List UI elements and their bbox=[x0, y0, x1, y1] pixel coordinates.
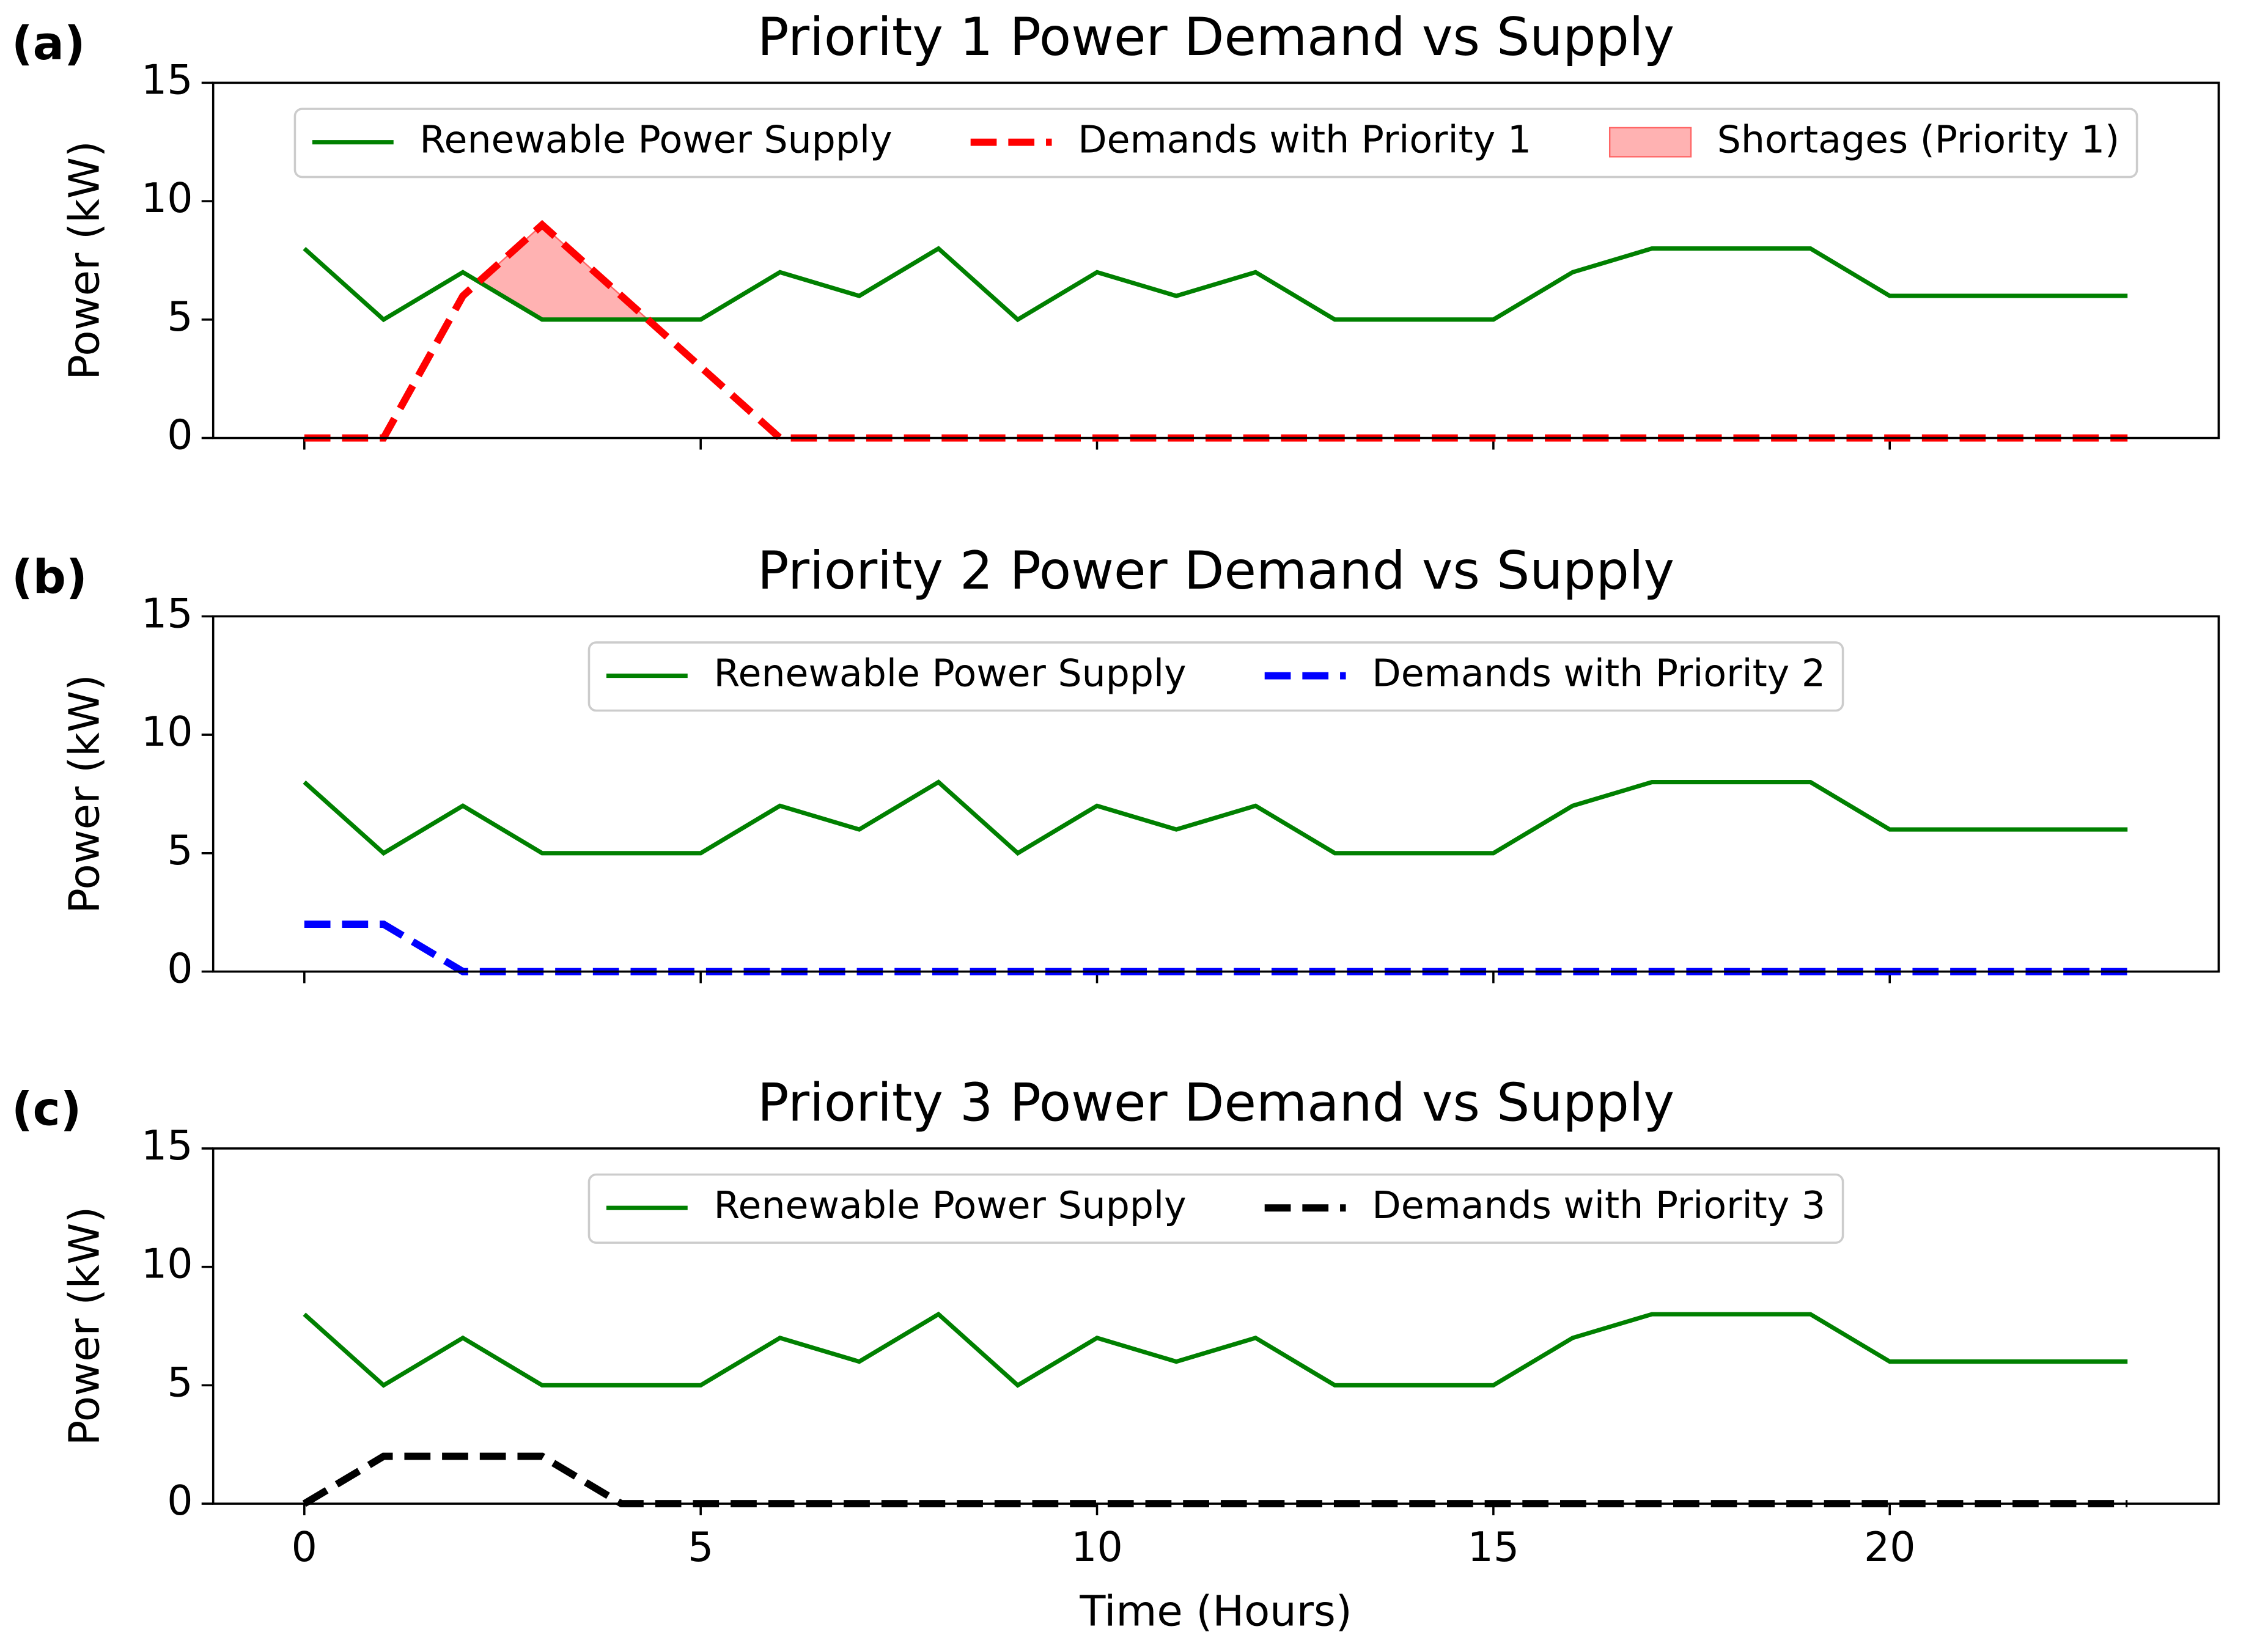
x-tick-label: 10 bbox=[1071, 1523, 1123, 1571]
chart-title: Priority 3 Power Demand vs Supply bbox=[757, 1073, 1674, 1134]
plot-frame bbox=[212, 615, 2220, 973]
plot-frame bbox=[212, 1147, 2220, 1505]
series-line bbox=[304, 219, 2128, 442]
panel-label: (c) bbox=[12, 1082, 81, 1136]
series-line bbox=[303, 246, 2128, 323]
legend: Renewable Power Supply Demands with Prior… bbox=[587, 1173, 1844, 1244]
legend-label: Renewable Power Supply bbox=[713, 652, 1186, 696]
panel-label: (b) bbox=[12, 550, 87, 604]
series-line bbox=[302, 1452, 2128, 1508]
shortage-area bbox=[477, 224, 650, 321]
y-axis-label: Power (kW) bbox=[60, 1207, 109, 1446]
y-tick-label: 10 bbox=[141, 708, 193, 755]
y-tick-label: 10 bbox=[141, 174, 193, 222]
legend-label: Demands with Priority 1 bbox=[1078, 118, 1531, 162]
y-tick-label: 15 bbox=[141, 1122, 193, 1169]
y-axis-label: Power (kW) bbox=[60, 674, 109, 913]
y-tick-label: 0 bbox=[167, 411, 193, 459]
legend-box bbox=[293, 108, 2138, 178]
legend-handle bbox=[1608, 127, 1692, 158]
x-tick-label: 15 bbox=[1468, 1523, 1520, 1571]
legend: Renewable Power Supply Demands with Prior… bbox=[587, 641, 1844, 712]
x-tick-label: 20 bbox=[1864, 1523, 1916, 1571]
legend-label: Renewable Power Supply bbox=[713, 1183, 1186, 1227]
plot-frame bbox=[212, 81, 2220, 439]
chart-title: Priority 2 Power Demand vs Supply bbox=[757, 541, 1674, 601]
legend-box bbox=[587, 641, 1844, 712]
legend-label: Demands with Priority 2 bbox=[1372, 652, 1825, 696]
legend: Renewable Power Supply Demands with Prior… bbox=[293, 108, 2138, 178]
legend-label: Shortages (Priority 1) bbox=[1717, 118, 2119, 162]
panel-label: (a) bbox=[12, 17, 86, 70]
y-tick-label: 5 bbox=[167, 293, 193, 340]
legend-label: Renewable Power Supply bbox=[419, 118, 892, 162]
series-line bbox=[304, 921, 2128, 976]
y-tick-label: 10 bbox=[141, 1240, 193, 1288]
y-tick-label: 15 bbox=[141, 56, 193, 103]
legend-box bbox=[587, 1173, 1844, 1244]
chart-title: Priority 1 Power Demand vs Supply bbox=[757, 7, 1674, 68]
series-line bbox=[303, 779, 2128, 856]
legend-label: Demands with Priority 3 bbox=[1372, 1183, 1825, 1227]
x-tick-label: 5 bbox=[688, 1523, 713, 1571]
series-line bbox=[303, 1311, 2128, 1388]
x-tick-label: 0 bbox=[292, 1523, 317, 1571]
y-tick-label: 0 bbox=[167, 945, 193, 993]
y-tick-label: 5 bbox=[167, 1358, 193, 1406]
y-tick-label: 15 bbox=[141, 589, 193, 637]
y-axis-label: Power (kW) bbox=[60, 141, 109, 380]
x-axis-label: Time (Hours) bbox=[1079, 1587, 1352, 1636]
y-tick-label: 5 bbox=[167, 826, 193, 874]
y-tick-label: 0 bbox=[167, 1477, 193, 1524]
